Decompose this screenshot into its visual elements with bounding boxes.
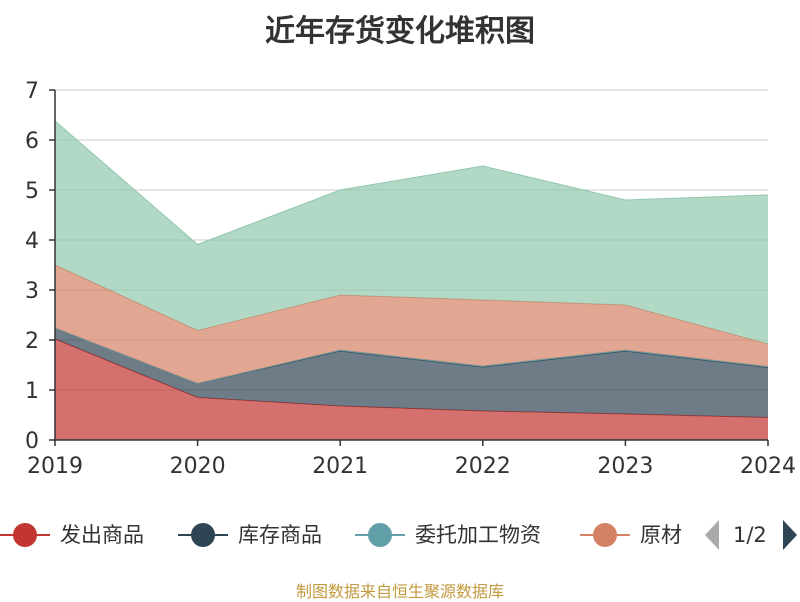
legend-prev-arrow[interactable] [705,520,719,550]
area-series-库存商品 [55,328,768,418]
area-series [54,120,769,440]
x-tick-label: 2024 [740,454,796,479]
axes [49,89,769,446]
legend-marker [13,523,37,547]
legend-label: 库存商品 [238,523,322,547]
area-series-原材料 [55,265,768,384]
legend-label: 委托加工物资 [415,523,541,547]
y-tick-label: 2 [25,329,39,354]
legend-items: 发出商品 库存商品 委托加工物资 原材 [0,523,682,547]
legend-label: 原材 [640,523,682,547]
series-line [54,120,769,246]
x-tick-label: 2022 [455,454,511,479]
y-tick-label: 6 [25,129,39,154]
y-tick-label: 4 [25,229,39,254]
y-tick-label: 5 [25,179,39,204]
y-tick-label: 3 [25,279,39,304]
legend-marker [593,523,617,547]
legend-item[interactable]: 原材 [580,523,682,547]
y-tick-label: 0 [25,429,39,454]
data-source-note: 制图数据来自恒生聚源数据库 [295,582,504,601]
area-series-extra [55,121,768,344]
legend-marker [191,523,215,547]
chart-title: 近年存货变化堆积图 [265,14,535,49]
y-tick-label: 1 [25,379,39,404]
tick-labels: 0 1 2 3 4 5 6 7 2019 2020 2021 2022 2023 2024 [25,79,796,479]
x-tick-label: 2023 [597,454,653,479]
x-tick-label: 2021 [312,454,368,479]
legend-label: 发出商品 [60,523,144,547]
legend-item[interactable]: 发出商品 [0,523,144,547]
legend-item[interactable]: 库存商品 [178,523,322,547]
legend-page-indicator: 1/2 [733,523,767,547]
y-tick-label: 7 [25,79,39,104]
legend-item[interactable]: 委托加工物资 [355,523,541,547]
x-tick-label: 2019 [27,454,83,479]
area-series-发出商品 [55,339,768,440]
legend-marker [368,523,392,547]
x-tick-label: 2020 [170,454,226,479]
legend[interactable]: 发出商品 库存商品 委托加工物资 原材 1/2 [0,520,797,550]
legend-next-arrow[interactable] [783,520,797,550]
